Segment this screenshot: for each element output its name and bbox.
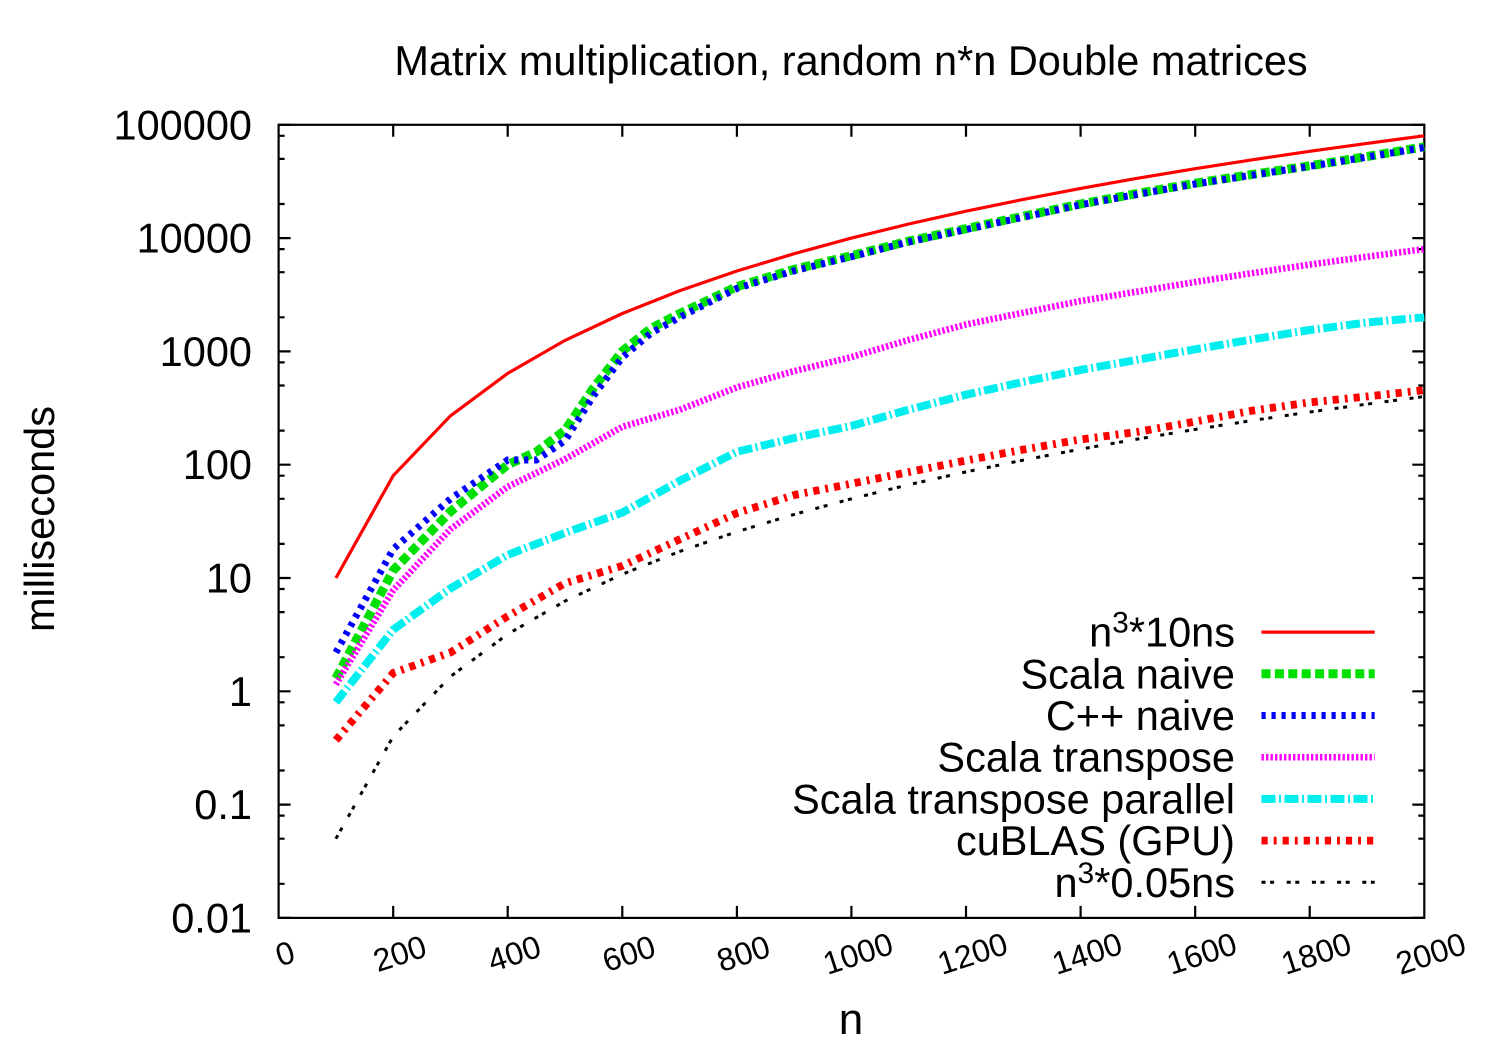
svg-text:Scala transpose: Scala transpose (937, 734, 1235, 781)
svg-text:Scala transpose parallel: Scala transpose parallel (792, 775, 1235, 822)
svg-text:100000: 100000 (114, 101, 252, 148)
svg-text:Matrix multiplication, random: Matrix multiplication, random n*n Double… (394, 37, 1307, 84)
svg-text:n3*10ns: n3*10ns (1089, 607, 1235, 656)
svg-text:1000: 1000 (160, 328, 252, 375)
svg-text:n: n (839, 995, 863, 1044)
svg-text:cuBLAS (GPU): cuBLAS (GPU) (956, 817, 1235, 864)
svg-text:milliseconds: milliseconds (16, 406, 63, 632)
svg-text:0.01: 0.01 (171, 894, 252, 941)
svg-text:C++ naive: C++ naive (1046, 692, 1235, 739)
svg-text:Scala naive: Scala naive (1020, 650, 1235, 697)
svg-text:n3*0.05ns: n3*0.05ns (1054, 857, 1235, 906)
svg-text:100: 100 (183, 441, 252, 488)
svg-text:10: 10 (206, 555, 252, 602)
svg-text:1: 1 (229, 668, 252, 715)
svg-text:0.1: 0.1 (194, 781, 252, 828)
svg-text:10000: 10000 (137, 215, 252, 262)
